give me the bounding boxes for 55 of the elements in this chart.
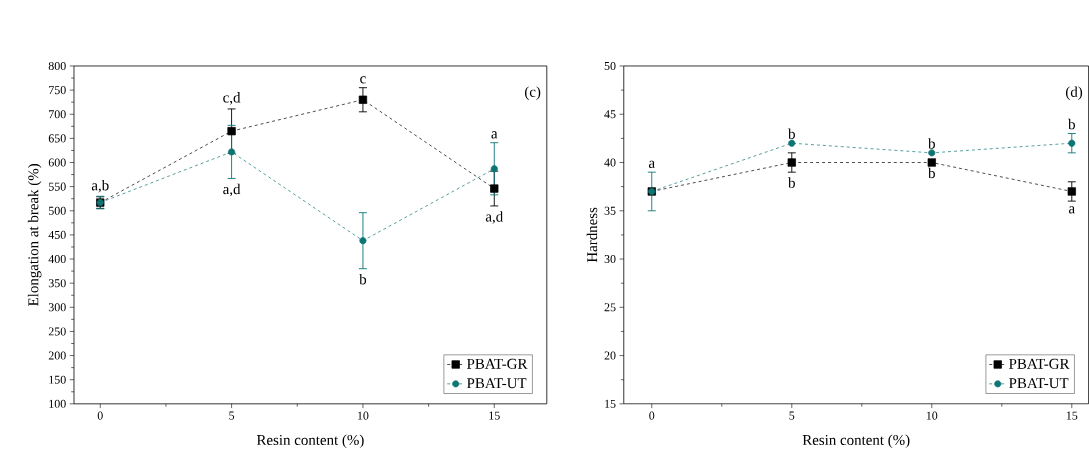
legend-label: PBAT-GR <box>466 358 528 369</box>
y-tick-label: 300 <box>48 303 66 312</box>
legend-label: PBAT-UT <box>466 378 527 389</box>
data-label: c,d <box>223 92 241 105</box>
x-tick-label: 0 <box>649 411 655 420</box>
y-tick-label: 200 <box>48 351 66 360</box>
data-label: b <box>928 167 935 179</box>
data-label: b <box>788 128 795 140</box>
x-axis-title: Resin content (%) <box>256 434 364 449</box>
y-tick-label: 700 <box>49 110 66 119</box>
x-tick-label: 15 <box>489 411 500 420</box>
data-label: b <box>359 273 367 285</box>
x-tick-label: 15 <box>1066 411 1078 420</box>
x-axis-title: Resin content (%) <box>802 434 910 449</box>
data-label: a <box>491 131 498 139</box>
x-tick-label: 10 <box>358 411 369 420</box>
y-tick-label: 40 <box>604 158 616 167</box>
legend-label: PBAT-GR <box>1009 358 1070 369</box>
x-tick-label: 0 <box>97 411 103 420</box>
y-tick-label: 500 <box>48 206 66 215</box>
annotation: (c) <box>525 86 541 101</box>
data-label: a,d <box>223 183 241 197</box>
x-tick-label: 5 <box>789 411 795 420</box>
y-axis-title: Hardness <box>586 207 598 263</box>
y-tick-label: 15 <box>605 399 616 408</box>
y-tick-label: 50 <box>604 62 616 71</box>
y-tick-label: 800 <box>48 62 66 71</box>
data-label: a,b <box>91 180 109 193</box>
y-tick-label: 750 <box>49 86 66 95</box>
data-label: c <box>360 76 366 84</box>
y-tick-label: 350 <box>48 279 66 288</box>
y-tick-label: 150 <box>49 375 66 384</box>
x-tick-label: 5 <box>229 411 235 420</box>
y-axis-title: Elongation at break (%) <box>27 164 42 307</box>
y-tick-label: 25 <box>604 303 616 312</box>
y-tick-label: 45 <box>604 110 616 119</box>
annotation: (d) <box>1065 86 1083 101</box>
y-tick-label: 650 <box>48 134 66 143</box>
data-label: a <box>1069 206 1075 214</box>
data-label: a,d <box>485 211 503 224</box>
data-label: a <box>648 160 655 169</box>
x-tick-label: 10 <box>926 411 938 420</box>
y-tick-label: 30 <box>604 255 616 264</box>
y-tick-label: 400 <box>48 255 66 264</box>
data-label: b <box>928 138 935 149</box>
y-tick-label: 600 <box>48 158 66 167</box>
y-tick-label: 100 <box>49 399 66 408</box>
y-tick-label: 250 <box>48 327 66 336</box>
legend-label: PBAT-UT <box>1009 378 1069 389</box>
y-tick-label: 450 <box>48 230 66 240</box>
y-tick-label: 35 <box>604 206 616 215</box>
y-tick-label: 20 <box>604 351 616 360</box>
y-tick-label: 550 <box>48 182 66 191</box>
data-label: b <box>1068 118 1075 130</box>
data-label: b <box>788 177 795 188</box>
